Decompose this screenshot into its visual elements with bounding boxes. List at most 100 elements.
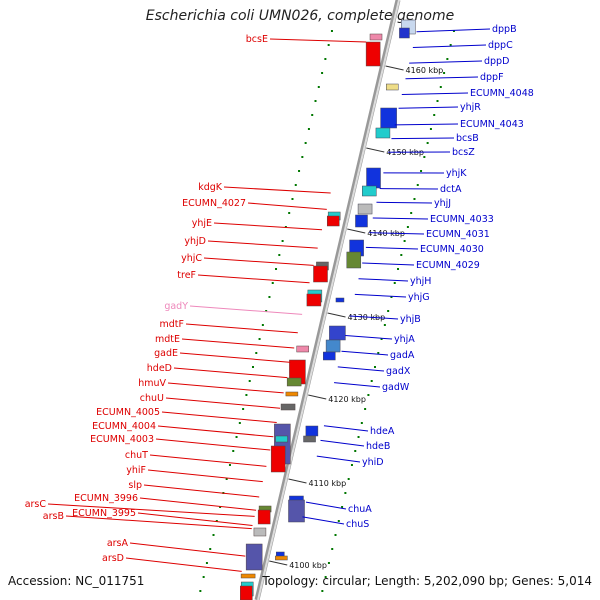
leader-line: [362, 262, 415, 266]
gene-label-left: yhiF: [126, 465, 146, 476]
leader-line: [139, 497, 257, 511]
gene-label-left: mdtF: [160, 319, 184, 330]
guide-dot: [393, 282, 396, 284]
gene-label-right: dctA: [440, 184, 462, 195]
gene-label-left: yhjE: [192, 218, 212, 229]
gene-feature: [253, 527, 267, 537]
guide-dot: [406, 226, 409, 228]
guide-dot: [330, 30, 333, 32]
leader-line: [173, 367, 288, 379]
gene-feature: [365, 41, 381, 67]
guide-dot: [321, 72, 324, 74]
gene-feature: [386, 83, 399, 91]
leader-line: [149, 454, 267, 467]
gene-feature: [285, 391, 299, 397]
leader-line: [147, 469, 263, 483]
leader-line: [349, 315, 399, 320]
tick-label: 4110 kbp: [308, 479, 346, 488]
guide-dot: [436, 100, 439, 102]
gene-feature: [306, 293, 322, 307]
gene-feature: [355, 214, 368, 228]
gene-label-left: ECUMN_4027: [182, 198, 246, 209]
gene-label-left: mdtE: [155, 334, 180, 345]
guide-dot: [410, 212, 413, 214]
gene-label-left: ECUMN_3995: [72, 508, 136, 519]
accession-text: Accession: NC_011751: [8, 574, 145, 588]
gene-label-left: hmuV: [138, 378, 166, 389]
leader-line: [161, 411, 277, 423]
leader-line: [213, 222, 323, 231]
guide-dot: [245, 394, 248, 396]
guide-dot: [439, 86, 442, 88]
leader-line: [405, 76, 479, 80]
gene-label-right: chuA: [348, 504, 372, 515]
tick-mark: [385, 65, 404, 71]
gene-label-right: chuS: [346, 519, 369, 530]
guide-dot: [360, 422, 363, 424]
gene-label-right: yhjB: [400, 314, 421, 325]
gene-label-left: chuU: [140, 393, 164, 404]
gene-feature: [323, 351, 336, 361]
guide-dot: [242, 408, 245, 410]
gene-feature: [369, 33, 383, 41]
guide-dot: [334, 534, 337, 536]
gene-label-right: ECUMN_4031: [426, 229, 490, 240]
guide-dot: [452, 30, 455, 32]
gene-label-right: ECUMN_4043: [460, 119, 524, 130]
guide-dot: [367, 394, 370, 396]
guide-dot: [248, 380, 251, 382]
tick-mark: [327, 312, 346, 318]
gene-label-left: ECUMN_4003: [90, 434, 154, 445]
guide-dot: [235, 436, 238, 438]
gene-label-right: bcsB: [456, 133, 479, 144]
guide-dot: [341, 506, 344, 508]
leader-line: [334, 382, 381, 388]
guide-dot: [350, 464, 353, 466]
guide-dot: [390, 296, 393, 298]
gene-feature: [288, 499, 305, 523]
genome-summary-text: Topology: circular; Length: 5,202,090 bp…: [262, 574, 592, 588]
guide-dot: [298, 170, 301, 172]
leader-line: [323, 425, 369, 432]
guide-dot: [314, 100, 317, 102]
leader-line: [398, 106, 459, 109]
guide-dot: [383, 324, 386, 326]
guide-dot: [205, 562, 208, 564]
guide-dot: [370, 380, 373, 382]
gene-label-right: dppC: [488, 40, 513, 51]
guide-dot: [268, 296, 271, 298]
gene-label-right: dppB: [492, 24, 517, 35]
gene-feature: [357, 203, 373, 215]
gene-feature: [303, 435, 316, 443]
leader-line: [247, 202, 327, 210]
gene-label-left: yhjC: [181, 253, 202, 264]
gene-feature: [275, 555, 288, 561]
guide-dot: [426, 142, 429, 144]
leader-line: [416, 28, 491, 33]
leader-line: [412, 44, 487, 48]
gene-label-right: yhjG: [408, 292, 430, 303]
gene-label-right: hdeB: [366, 441, 390, 452]
guide-dot: [209, 548, 212, 550]
guide-dot: [433, 114, 436, 116]
guide-dot: [380, 338, 383, 340]
gene-label-right: gadX: [386, 366, 411, 377]
gene-feature: [280, 403, 296, 411]
guide-dot: [311, 114, 314, 116]
guide-dot: [423, 156, 426, 158]
guide-dot: [251, 366, 254, 368]
guide-dot: [294, 184, 297, 186]
backbone-highlight: [257, 0, 400, 600]
gene-label-left: gadE: [154, 348, 178, 359]
gene-feature: [270, 445, 286, 473]
gene-label-left: chuT: [125, 450, 148, 461]
guide-dot: [212, 534, 215, 536]
guide-dot: [265, 310, 268, 312]
gene-label-right: bcsZ: [452, 147, 475, 158]
guide-dot: [331, 548, 334, 550]
gene-label-left: treF: [177, 270, 196, 281]
guide-dot: [288, 212, 291, 214]
guide-dot: [400, 254, 403, 256]
gene-label-left: arsB: [43, 511, 64, 522]
gene-label-left: kdgK: [198, 182, 223, 193]
